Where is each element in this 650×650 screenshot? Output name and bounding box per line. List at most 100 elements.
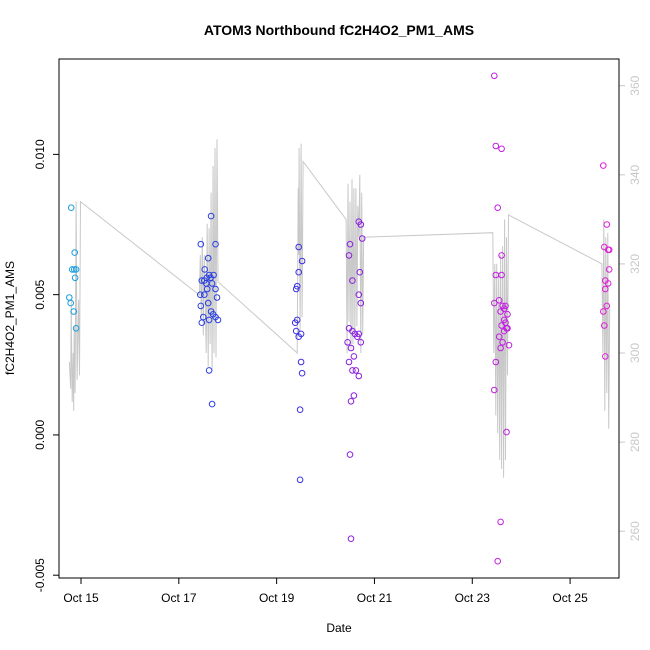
data-point-s4-22 (505, 341, 513, 349)
data-point-s1-2 (212, 240, 219, 248)
data-point-s3-20 (352, 367, 360, 374)
x-tick-label-4: Oct 23 (455, 591, 491, 605)
data-point-s3-13 (354, 333, 361, 341)
data-point-s4-3 (494, 204, 502, 211)
data-point-s5-4 (605, 246, 613, 254)
x-tick-label-1: Oct 17 (161, 591, 197, 605)
data-point-s3-3 (346, 240, 354, 248)
data-point-s1-4 (201, 266, 208, 273)
data-point-s4-12 (497, 308, 504, 315)
y-axis-label: fC2H4O2_PM1_AMS (3, 261, 17, 375)
data-point-s0-0 (67, 204, 75, 211)
x-tick-label-3: Oct 21 (357, 591, 393, 605)
data-point-s1-19 (197, 302, 205, 310)
data-point-s2-0 (295, 243, 303, 251)
data-point-s3-22 (350, 392, 358, 399)
data-point-s4-0 (491, 72, 498, 80)
y2-tick-label-5: 360 (628, 75, 642, 95)
y-tick-label-2: 0.005 (33, 279, 47, 309)
data-point-s0-4 (72, 266, 80, 273)
y2-tick-label-1: 280 (628, 432, 642, 452)
data-point-s1-25 (214, 316, 222, 324)
data-point-s2-9 (295, 333, 303, 341)
data-point-s3-17 (350, 353, 358, 360)
data-point-s4-28 (494, 557, 502, 565)
data-point-s2-7 (292, 327, 300, 335)
data-point-s4-27 (497, 518, 504, 526)
axes-layer: Oct 15 Oct 17 Oct 19 Oct 21 Oct 23 Oct 25 -0.0… (33, 75, 642, 605)
data-point-s1-14 (212, 285, 219, 293)
y-tick-label-0: -0.005 (33, 558, 47, 592)
data-point-s0-2 (68, 266, 76, 273)
data-point-s0-1 (71, 249, 78, 256)
data-point-s3-5 (356, 268, 364, 276)
data-point-s2-12 (296, 406, 304, 414)
secondary-line-layer (68, 139, 611, 478)
data-point-s1-16 (201, 291, 208, 299)
data-point-s4-7 (495, 297, 503, 304)
data-point-s2-3 (293, 282, 301, 290)
data-point-s5-8 (602, 285, 609, 293)
data-point-s2-4 (292, 285, 300, 293)
data-point-s5-10 (600, 308, 607, 315)
data-point-s5-0 (600, 162, 607, 169)
data-point-s3-8 (357, 299, 365, 307)
x-tick-label-5: Oct 25 (552, 591, 588, 605)
chart-title: ATOM3 Northbound fC2H4O2_PM1_AMS (204, 22, 474, 38)
data-point-s3-7 (355, 291, 363, 299)
data-point-s4-20 (495, 333, 503, 341)
data-point-s1-17 (213, 294, 221, 301)
y2-tick-label-4: 340 (628, 164, 642, 184)
data-point-s2-10 (297, 358, 305, 366)
data-point-s3-1 (357, 221, 365, 228)
points-layer (66, 72, 613, 565)
data-point-s4-1 (492, 142, 500, 150)
x-axis-label: Date (326, 621, 352, 635)
data-point-s4-26 (503, 428, 510, 436)
x-tick-label-2: Oct 19 (259, 591, 295, 605)
data-point-s4-24 (492, 358, 500, 366)
data-point-s2-1 (298, 257, 306, 265)
data-point-s3-14 (344, 339, 351, 346)
data-point-s4-21 (499, 339, 506, 346)
data-point-s4-2 (498, 145, 505, 153)
data-point-s5-9 (603, 302, 611, 310)
data-point-s4-8 (491, 299, 498, 307)
data-point-s4-19 (503, 325, 510, 332)
y2-tick-label-2: 300 (628, 343, 642, 363)
data-point-s1-27 (205, 367, 213, 374)
data-point-s0-8 (70, 308, 77, 315)
data-point-s3-19 (349, 367, 356, 374)
plot-frame (58, 58, 620, 579)
y2-tick-label-0: 260 (628, 521, 642, 541)
data-point-s1-15 (197, 291, 204, 299)
data-point-s1-18 (204, 299, 212, 307)
y2-tick-label-3: 320 (628, 254, 642, 274)
secondary-series-line (68, 139, 611, 478)
y-tick-label-1: 0.000 (33, 420, 47, 450)
data-point-s1-12 (208, 280, 216, 287)
data-point-s5-7 (604, 280, 612, 287)
data-point-s0-5 (71, 274, 79, 282)
data-point-s3-25 (347, 535, 355, 543)
data-point-s3-15 (357, 339, 365, 346)
data-point-s1-28 (208, 400, 216, 408)
data-point-s0-9 (72, 325, 80, 332)
data-point-s1-13 (203, 285, 211, 293)
data-point-s2-6 (291, 319, 299, 327)
data-point-s3-6 (349, 277, 356, 284)
data-point-s1-3 (204, 254, 212, 262)
data-point-s4-6 (498, 271, 505, 279)
data-point-s4-4 (498, 252, 505, 259)
data-point-s0-7 (67, 299, 74, 307)
data-point-s2-2 (295, 268, 303, 276)
data-point-s3-16 (347, 344, 355, 352)
data-point-s4-25 (491, 386, 498, 394)
data-point-s0-3 (70, 266, 78, 273)
data-point-s3-2 (358, 235, 366, 242)
data-point-s5-1 (603, 221, 611, 228)
data-point-s2-13 (296, 476, 304, 484)
data-point-s5-11 (601, 322, 608, 329)
data-point-s1-26 (198, 319, 206, 327)
